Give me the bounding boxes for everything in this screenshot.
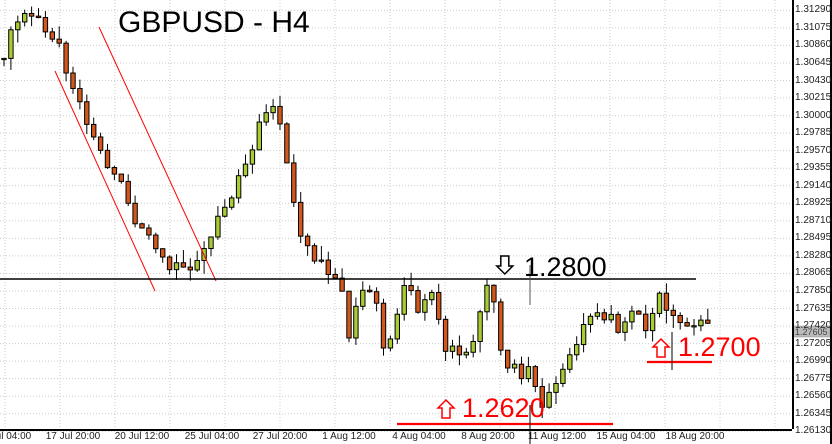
svg-text:1.2620: 1.2620 [462, 393, 545, 423]
svg-text:1.2800: 1.2800 [524, 252, 607, 282]
svg-text:1.2700: 1.2700 [678, 332, 761, 362]
